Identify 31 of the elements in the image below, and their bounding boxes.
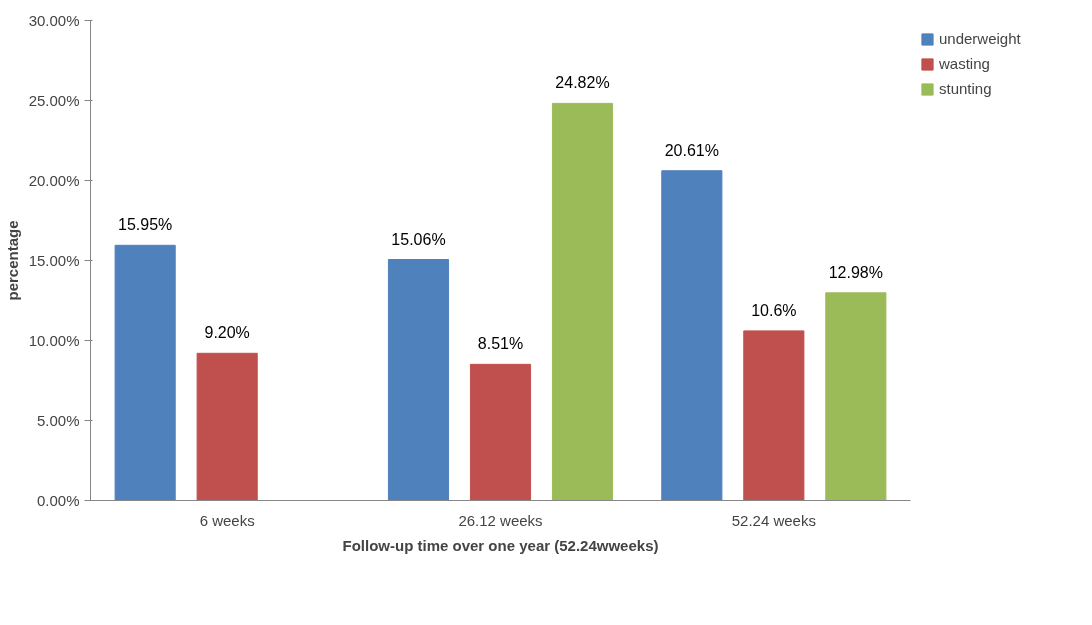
bar [196,352,258,501]
x-tick-label: 52.24 weeks [731,511,816,529]
x-tick-label: 6 weeks [199,511,255,529]
bar [387,259,450,501]
bar [551,102,614,501]
data-label: 8.51% [477,335,524,353]
data-label: 20.61% [664,141,719,159]
data-label: 15.06% [391,230,446,248]
y-tick-label: 30.00% [28,12,80,29]
data-label: 24.82% [555,74,610,92]
x-tick-label: 26.12 weeks [458,511,543,529]
y-tick-label: 10.00% [28,332,80,349]
y-tick-label: 15.00% [28,252,80,269]
data-label: 15.95% [118,216,173,234]
y-tick-label: 25.00% [28,92,80,109]
x-axis-title: Follow-up time over one year (52.24wweeks) [342,536,659,554]
bar [825,292,887,501]
bar [661,170,723,501]
y-tick-label: 5.00% [36,412,80,429]
data-label: 9.20% [204,324,250,342]
y-axis-title: percentage [3,220,21,301]
y-tick-label: 20.00% [28,172,80,189]
bar [469,363,532,501]
data-label: 12.98% [828,263,883,281]
y-tick-label: 0.00% [36,492,80,509]
bar [743,330,805,501]
legend-label: wasting [939,55,990,72]
legend-label: underweight [939,30,1021,47]
legend-label: stunting [939,80,992,97]
data-label: 10.6% [751,301,797,319]
bar [114,244,176,501]
